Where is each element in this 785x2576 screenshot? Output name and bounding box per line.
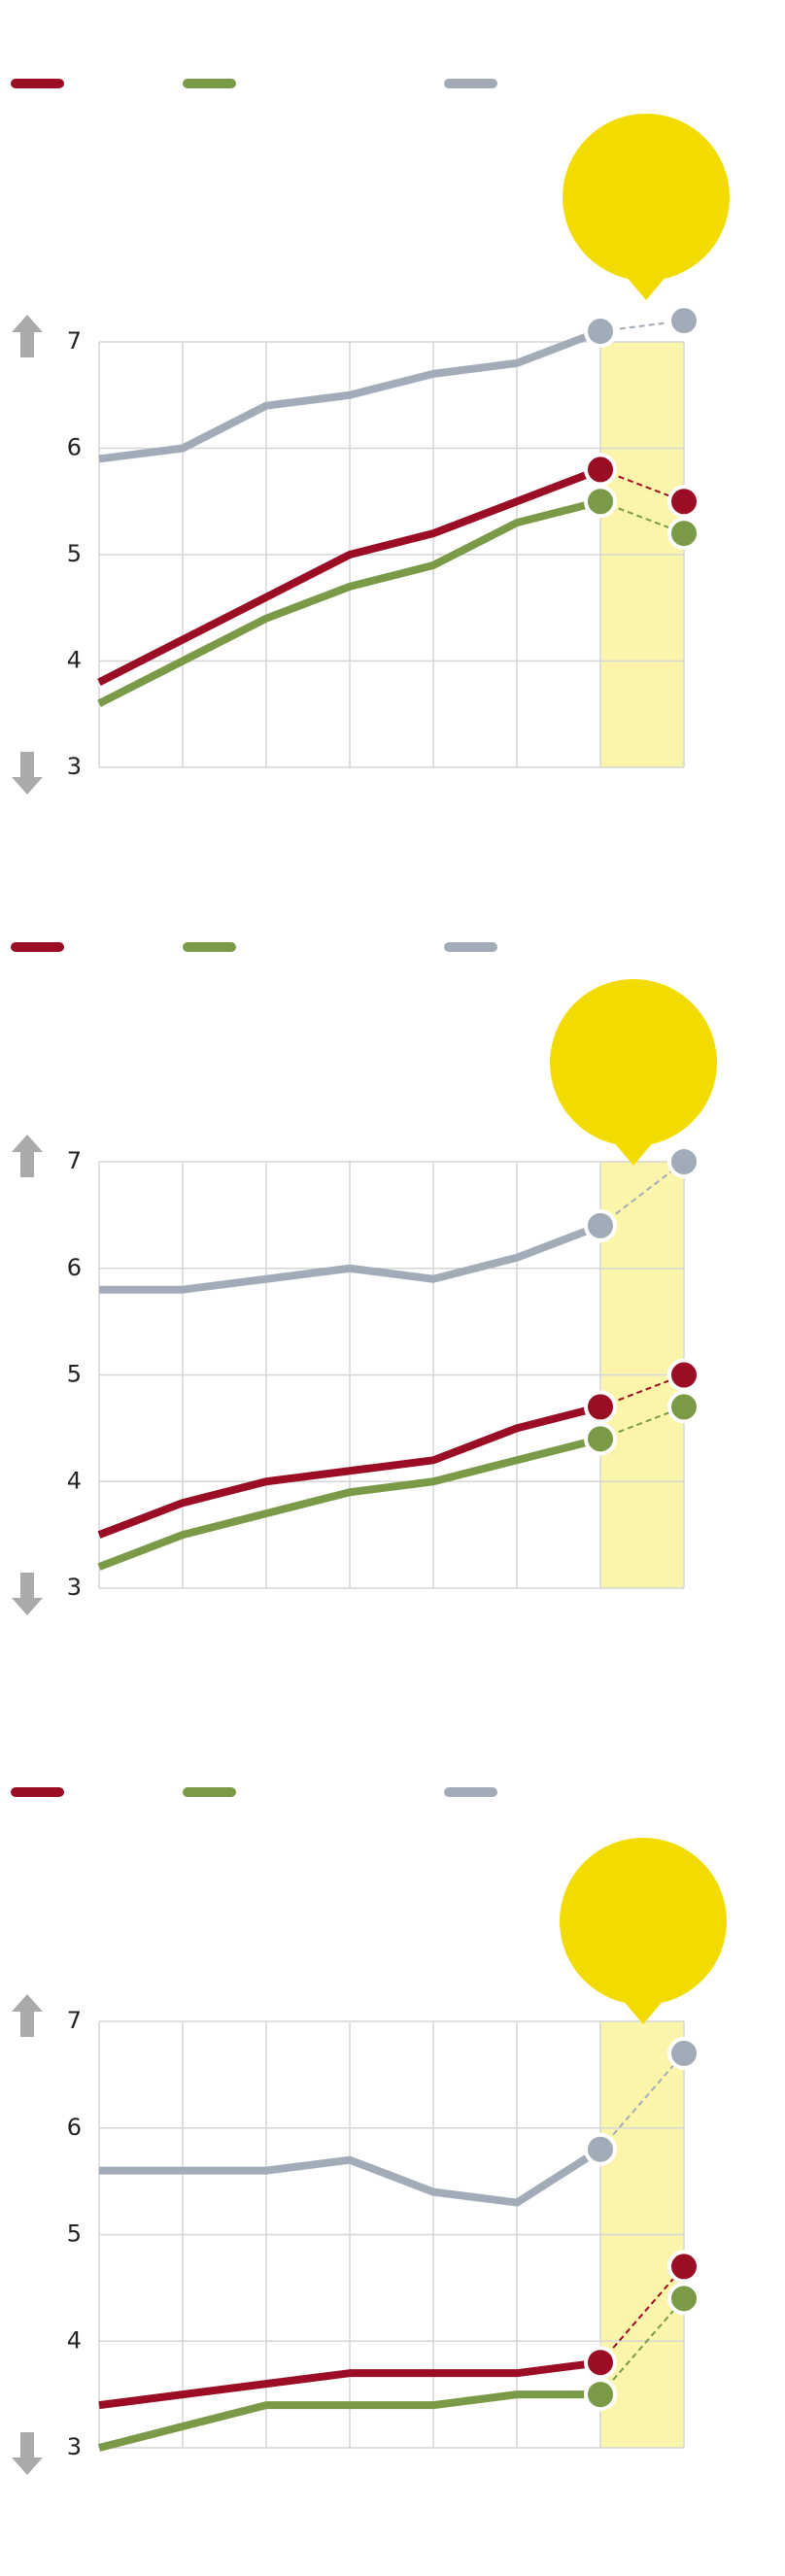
y-tick-label: 7: [67, 327, 82, 355]
y-tick-label: 3: [67, 753, 82, 780]
series-line: [97, 1435, 601, 1571]
point-marker: [667, 517, 700, 551]
up-arrow: [12, 1135, 43, 1177]
y-tick-label: 5: [67, 540, 82, 567]
point-marker: [584, 2378, 617, 2412]
down-arrow: [12, 1573, 43, 1615]
projection-line: [599, 2265, 685, 2363]
chart: 3 4 5 6 7: [11, 942, 717, 1615]
series-line: [98, 2390, 600, 2452]
y-tick-label: 6: [67, 434, 82, 461]
y-tick-label: 3: [67, 2433, 82, 2460]
projection-line: [599, 2297, 685, 2395]
y-tick-label: 7: [67, 1147, 82, 1174]
callout-tip: [625, 275, 667, 300]
point-marker: [667, 1390, 700, 1424]
y-tick-label: 4: [67, 647, 82, 674]
point-marker: [667, 485, 700, 519]
projection-line: [599, 2052, 685, 2151]
point-marker: [584, 315, 617, 349]
up-arrow: [12, 1994, 43, 2037]
y-tick-label: 4: [67, 2326, 82, 2354]
y-tick-label: 5: [67, 2220, 82, 2248]
y-tick-label: 5: [67, 1361, 82, 1388]
y-tick-label: 7: [67, 2007, 82, 2034]
series-line: [98, 2358, 601, 2410]
point-marker: [667, 2036, 700, 2070]
point-marker: [667, 2250, 700, 2284]
series-line: [97, 1403, 601, 1539]
point-marker: [584, 485, 617, 519]
y-tick-label: 6: [67, 2114, 82, 2141]
callout-bubble: [563, 114, 730, 281]
callout-tip: [622, 1999, 665, 2024]
chart: 3 4 5 6 7: [11, 79, 730, 795]
projection-line: [599, 1161, 685, 1227]
y-tick-label: 3: [67, 1574, 82, 1601]
series-line: [99, 2146, 603, 2207]
callout-bubble: [550, 979, 717, 1146]
point-marker: [667, 1145, 700, 1178]
callout-bubble: [560, 1838, 727, 2005]
down-arrow: [12, 2432, 43, 2475]
down-arrow: [12, 752, 43, 795]
point-marker: [667, 1358, 700, 1392]
callout-tip: [612, 1140, 655, 1166]
point-marker: [584, 453, 617, 487]
chart: 3 4 5 6 7: [11, 1787, 727, 2475]
y-tick-label: 4: [67, 1467, 82, 1494]
series-line: [98, 327, 602, 463]
up-arrow: [12, 315, 43, 357]
series-line: [97, 465, 602, 686]
y-tick-label: 6: [67, 1254, 82, 1281]
point-marker: [584, 1422, 617, 1456]
point-marker: [584, 2346, 617, 2380]
point-marker: [584, 1390, 617, 1424]
point-marker: [584, 1208, 617, 1242]
point-marker: [667, 304, 700, 338]
point-marker: [584, 2132, 617, 2166]
series-line: [99, 1222, 602, 1294]
point-marker: [667, 2282, 700, 2316]
series-line: [97, 497, 601, 707]
